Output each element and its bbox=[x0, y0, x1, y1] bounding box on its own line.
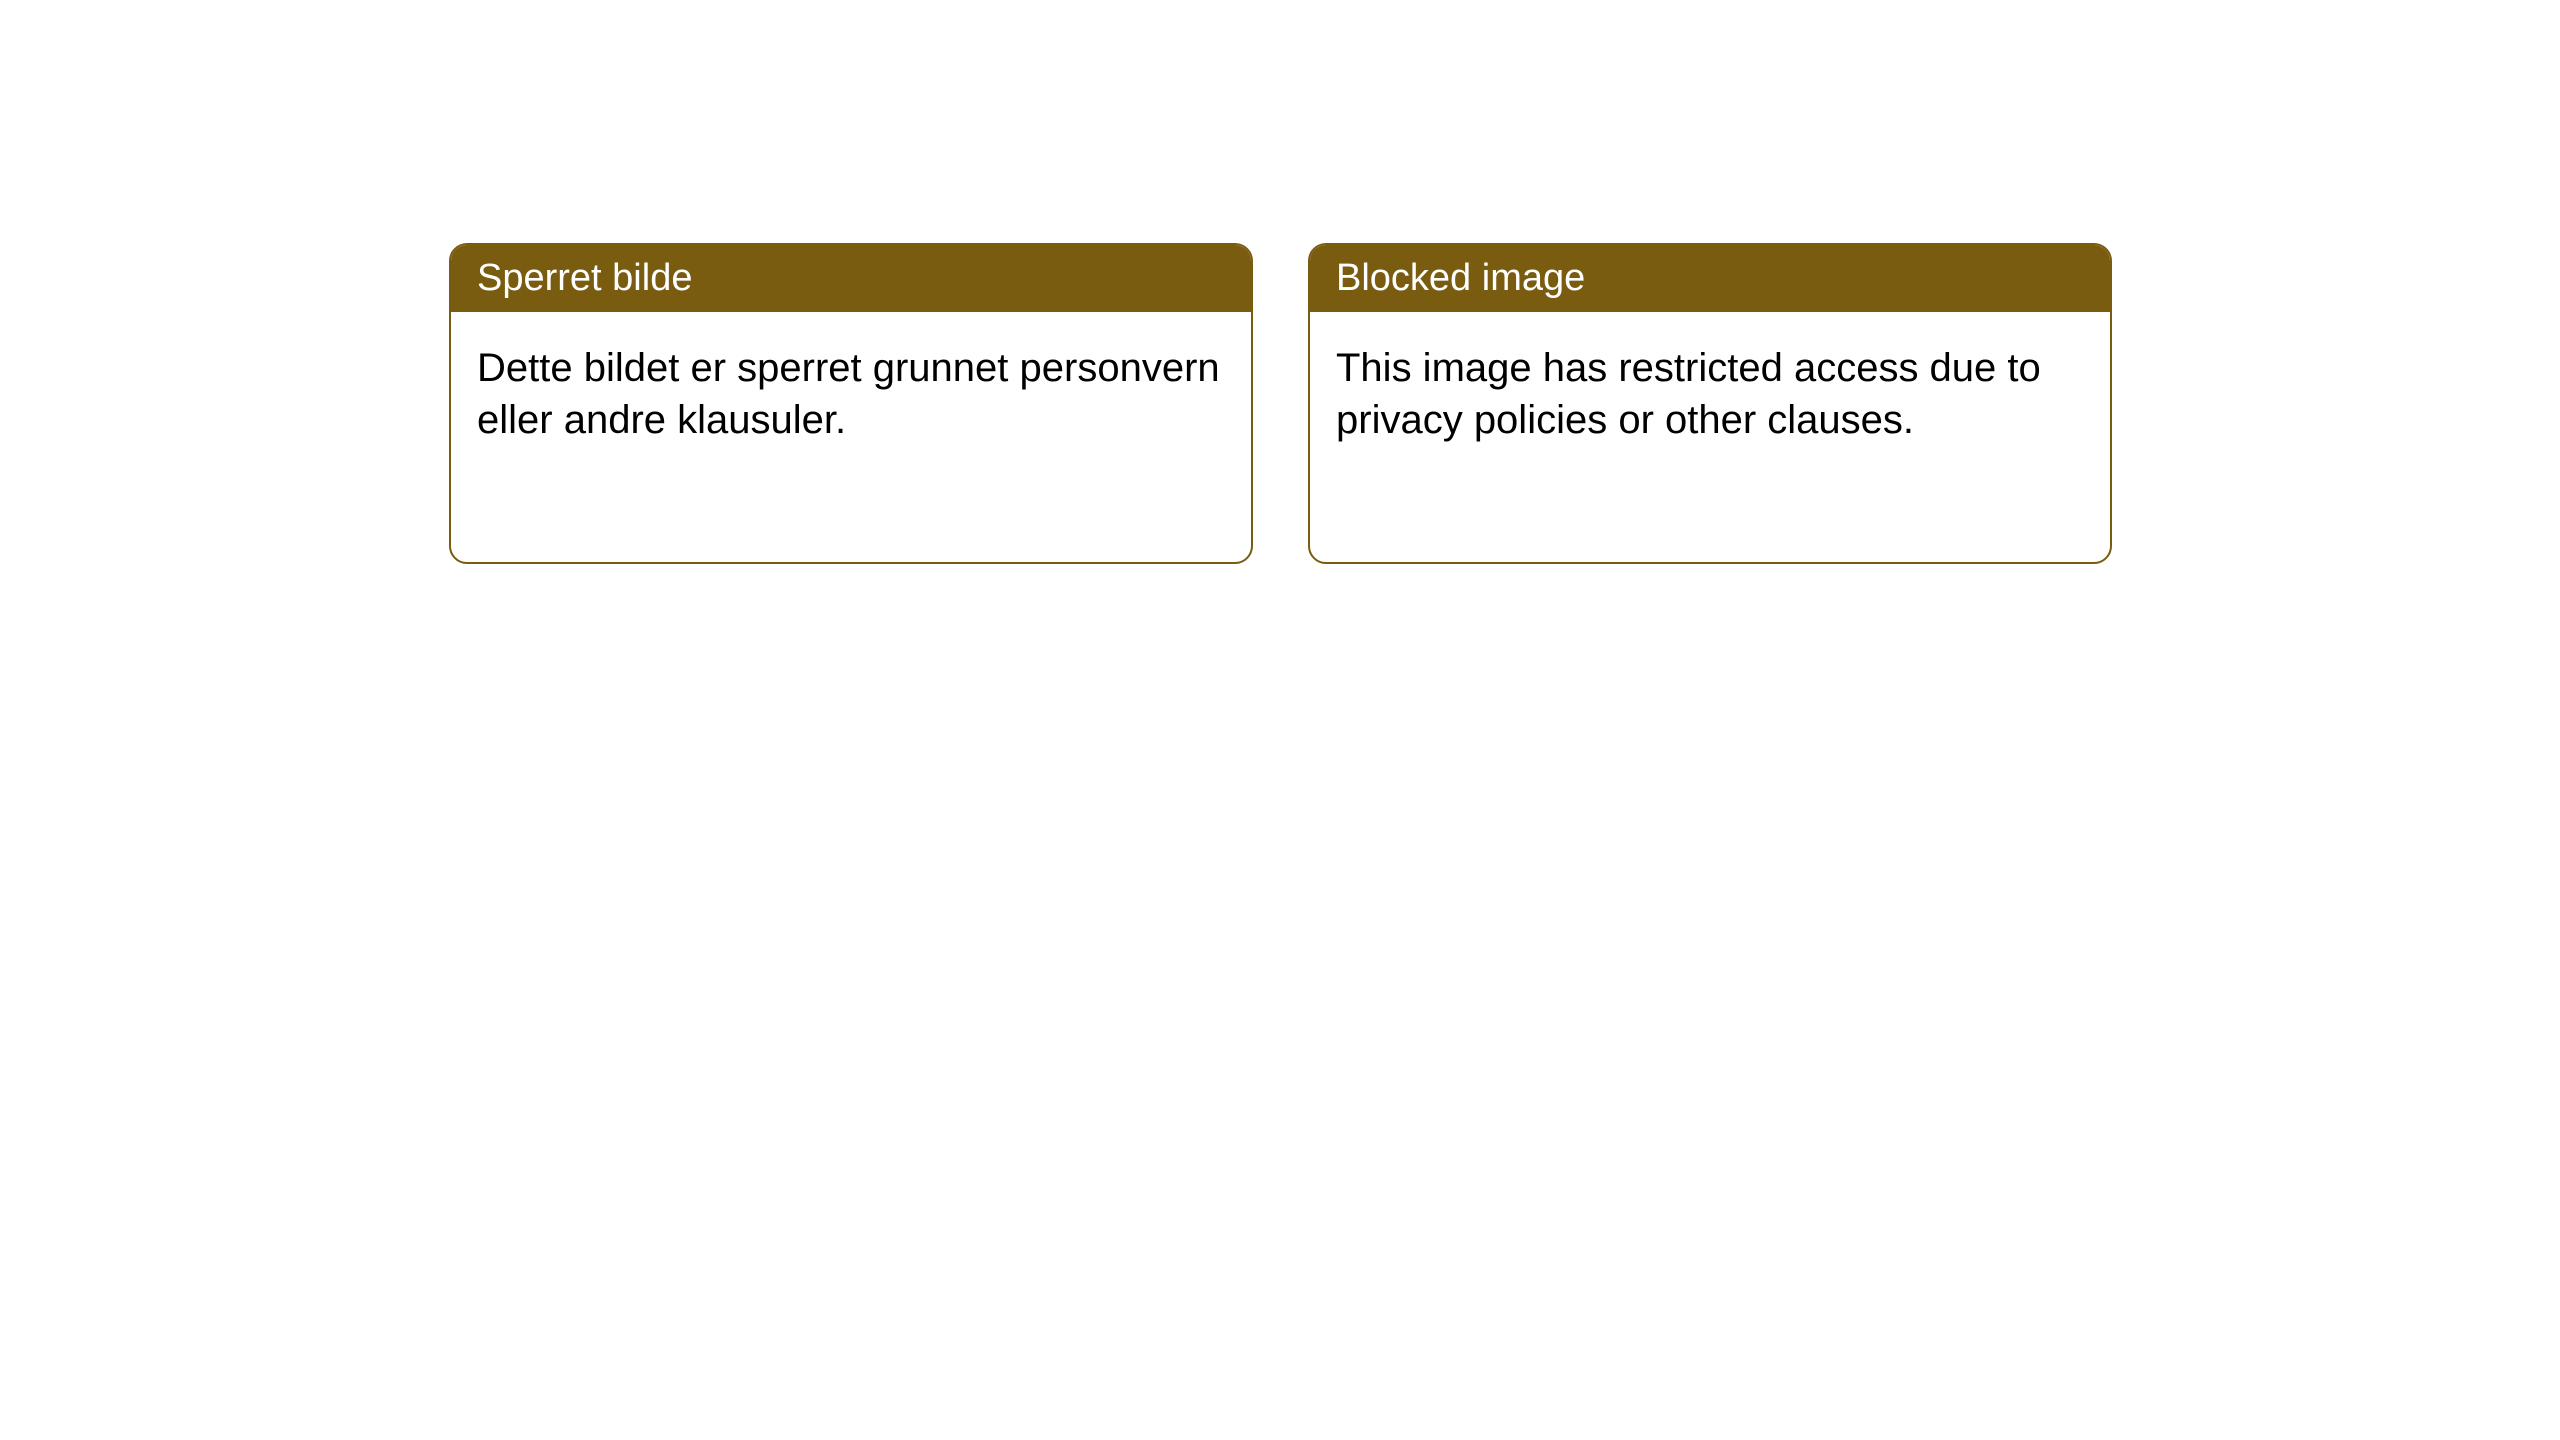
notice-box-norwegian: Sperret bilde Dette bildet er sperret gr… bbox=[449, 243, 1253, 564]
notice-body: Dette bildet er sperret grunnet personve… bbox=[451, 312, 1251, 562]
notice-container: Sperret bilde Dette bildet er sperret gr… bbox=[0, 0, 2560, 564]
notice-header: Blocked image bbox=[1310, 245, 2110, 312]
notice-box-english: Blocked image This image has restricted … bbox=[1308, 243, 2112, 564]
notice-header: Sperret bilde bbox=[451, 245, 1251, 312]
notice-body: This image has restricted access due to … bbox=[1310, 312, 2110, 562]
